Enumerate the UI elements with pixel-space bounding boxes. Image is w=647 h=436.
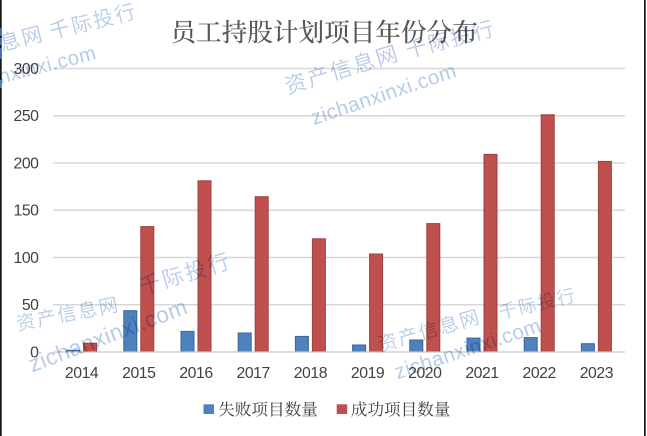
svg-text:50: 50 <box>22 297 39 314</box>
svg-text:2023: 2023 <box>580 365 614 382</box>
svg-text:2017: 2017 <box>237 365 270 382</box>
svg-text:2018: 2018 <box>294 365 328 382</box>
svg-text:200: 200 <box>13 155 39 172</box>
svg-text:2021: 2021 <box>465 365 499 382</box>
svg-text:2015: 2015 <box>122 365 156 382</box>
svg-text:0: 0 <box>30 344 39 361</box>
svg-text:2016: 2016 <box>179 365 213 382</box>
svg-text:2022: 2022 <box>523 365 556 382</box>
svg-text:100: 100 <box>13 250 39 267</box>
svg-text:250: 250 <box>13 108 39 125</box>
svg-text:2014: 2014 <box>65 365 99 382</box>
svg-text:2020: 2020 <box>408 365 442 382</box>
svg-text:2019: 2019 <box>351 365 385 382</box>
svg-text:150: 150 <box>13 203 39 220</box>
